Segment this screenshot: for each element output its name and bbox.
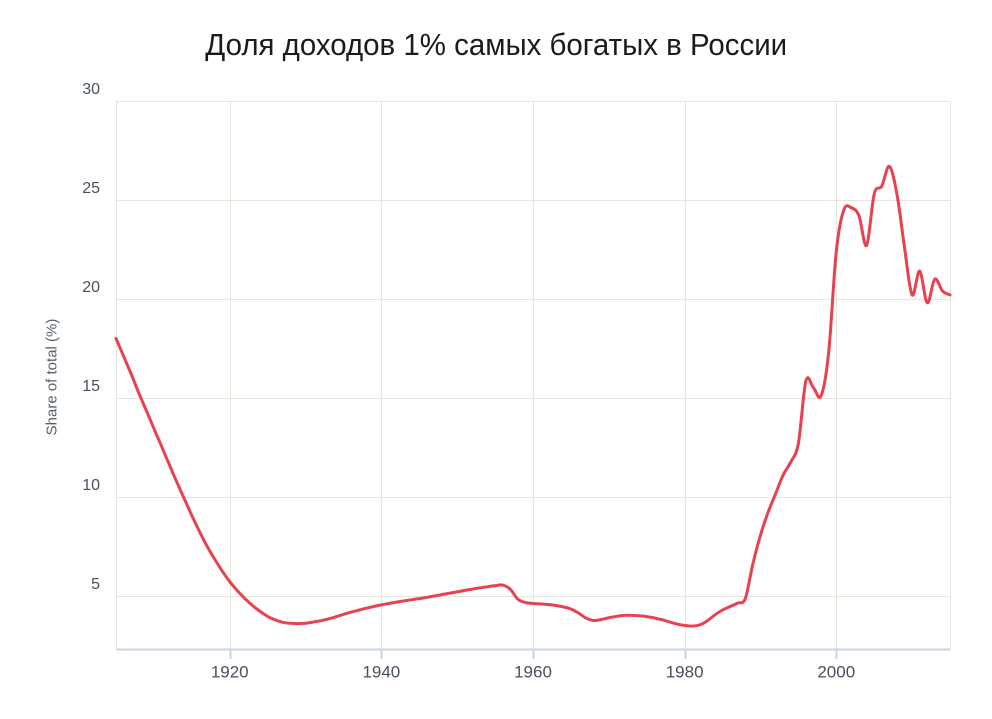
y-axis-tick-label: 5 xyxy=(91,576,100,593)
chart-title-text: Доля доходов 1% самых богатых в России xyxy=(205,27,787,62)
y-axis-tick-label: 20 xyxy=(82,279,100,296)
x-axis-tick-label: 1920 xyxy=(211,662,249,681)
y-axis-tick-label: 10 xyxy=(82,477,100,494)
x-axis-tick-label: 1940 xyxy=(362,662,400,681)
top1-income-share-line xyxy=(114,164,952,628)
x-axis-tick-label: 1980 xyxy=(666,662,704,681)
axis-labels: 5 10 15 20 25 30 1920 1940 1960 1980 2000 xyxy=(82,81,855,681)
y-axis-tick-label: 15 xyxy=(82,378,100,395)
y-axis-tick-label: 25 xyxy=(82,180,100,197)
x-axis-tick-label: 2000 xyxy=(817,662,855,681)
x-axis xyxy=(116,648,950,659)
series-layer xyxy=(114,164,952,628)
y-axis-tick-label: 30 xyxy=(82,81,100,98)
grid-layer xyxy=(116,101,951,649)
chart-title: Доля доходов 1% самых богатых в России xyxy=(0,27,992,63)
x-axis-tick-label: 1960 xyxy=(514,662,552,681)
